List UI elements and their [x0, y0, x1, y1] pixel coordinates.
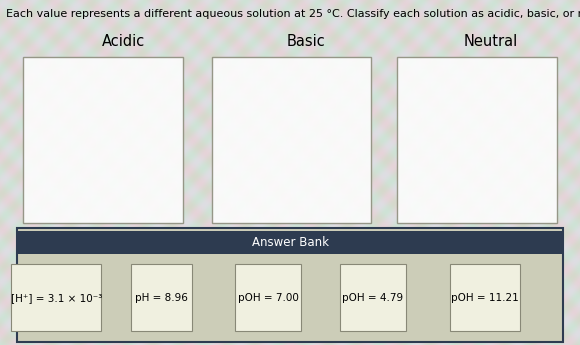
- Text: pH = 8.96: pH = 8.96: [135, 294, 188, 303]
- Text: pOH = 11.21: pOH = 11.21: [451, 294, 519, 303]
- Text: pOH = 7.00: pOH = 7.00: [238, 294, 298, 303]
- Bar: [17, 228, 563, 342]
- Text: Each value represents a different aqueous solution at 25 °C. Classify each solut: Each value represents a different aqueou…: [6, 9, 580, 19]
- Text: Acidic: Acidic: [102, 34, 145, 49]
- Bar: [17, 231, 563, 254]
- Text: Neutral: Neutral: [464, 34, 519, 49]
- Bar: [23, 57, 183, 223]
- Bar: [340, 264, 406, 331]
- Text: [H⁺] = 3.1 × 10⁻³: [H⁺] = 3.1 × 10⁻³: [10, 294, 102, 303]
- Text: Answer Bank: Answer Bank: [252, 236, 328, 249]
- Text: pOH = 4.79: pOH = 4.79: [342, 294, 404, 303]
- Bar: [450, 264, 520, 331]
- Bar: [212, 57, 371, 223]
- Bar: [131, 264, 191, 331]
- Bar: [397, 57, 557, 223]
- Text: Basic: Basic: [287, 34, 326, 49]
- Bar: [12, 264, 101, 331]
- Bar: [234, 264, 302, 331]
